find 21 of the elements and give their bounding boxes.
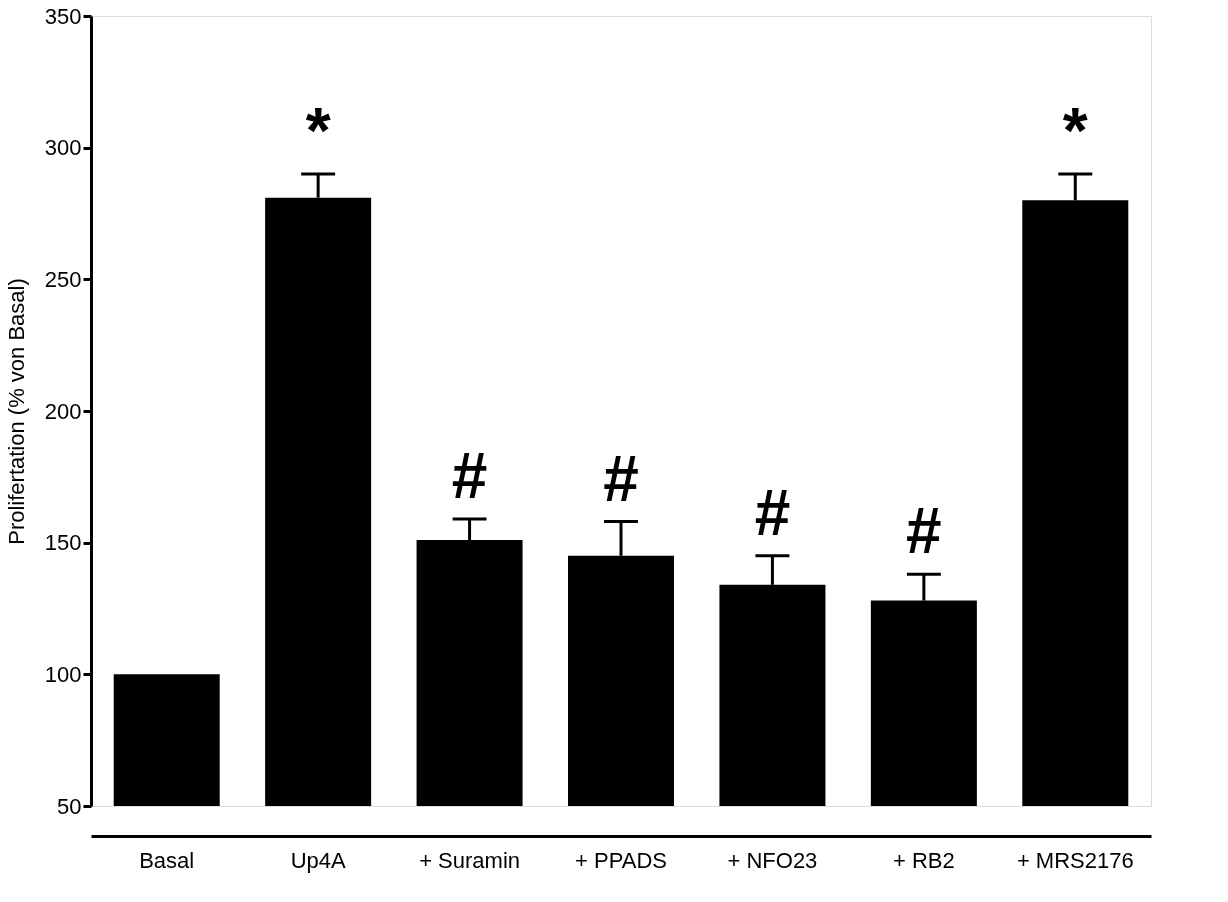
annotation: # — [906, 495, 942, 568]
x-tick-label: + Suramin — [419, 847, 521, 873]
y-tick-label: 150 — [44, 530, 82, 556]
y-tick-label: 200 — [44, 398, 82, 424]
x-tick-label: + MRS2176 — [1016, 847, 1134, 873]
y-axis-title: Prolifertation (% von Basal) — [3, 278, 29, 545]
y-tick-label: 350 — [44, 3, 82, 29]
annotation: * — [305, 95, 331, 167]
annotation: # — [754, 476, 791, 549]
y-tick-label: 250 — [44, 266, 82, 292]
x-tick-label: + RB2 — [892, 847, 955, 873]
annotation: # — [451, 439, 488, 512]
y-tick-label: 100 — [44, 661, 82, 687]
x-tick-label: + NFO23 — [727, 847, 818, 873]
x-tick-label: Up4A — [290, 847, 346, 873]
y-tick-label: 300 — [44, 135, 82, 161]
annotation: # — [603, 442, 639, 515]
x-tick-label: + PPADS — [575, 847, 667, 873]
y-tick-label: 50 — [57, 793, 82, 819]
x-tick-label: Basal — [139, 847, 195, 873]
annotation: * — [1062, 95, 1088, 167]
